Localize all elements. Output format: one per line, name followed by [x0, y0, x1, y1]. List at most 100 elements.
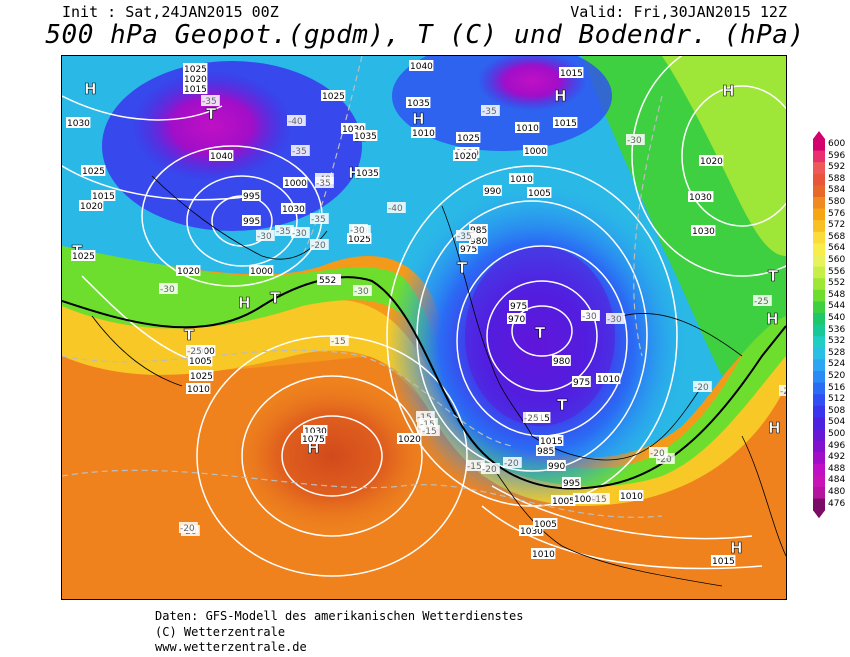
- scale-label: 596: [828, 150, 846, 161]
- pressure-label-bg: [341, 123, 366, 134]
- pressure-label: 995: [563, 479, 580, 489]
- pressure-label: 1020: [454, 152, 477, 162]
- pressure-label: 985: [537, 447, 554, 457]
- temperature-label-bg: [581, 310, 600, 321]
- pressure-label: 975: [510, 302, 527, 312]
- temperature-label: -35: [292, 147, 307, 157]
- scale-label: 508: [828, 405, 846, 416]
- pressure-label: 1010: [597, 375, 620, 385]
- scale-swatch: [813, 289, 825, 302]
- scale-swatch: [813, 359, 825, 372]
- scale-label: 548: [828, 289, 846, 300]
- temperature-label-bg: [315, 177, 334, 188]
- temperature-label-bg: [330, 335, 349, 346]
- high-marker: H: [768, 419, 781, 437]
- pressure-label-bg: [321, 90, 346, 101]
- pressure-label: 1015: [540, 437, 563, 447]
- pressure-label-bg: [281, 203, 306, 214]
- pressure-label: 1035: [356, 169, 379, 179]
- pressure-label-bg: [551, 495, 576, 506]
- pressure-label: 1030: [304, 427, 327, 437]
- azores-high-core: [222, 371, 442, 541]
- pressure-label-bg: [699, 155, 724, 166]
- pressure-label-bg: [523, 145, 548, 156]
- scale-swatch: [813, 231, 825, 244]
- valid-time: Valid: Fri,30JAN2015 12Z: [570, 3, 787, 21]
- pressure-label: 1020: [700, 157, 723, 167]
- temperature-label: -30: [354, 287, 369, 297]
- temperature-label-bg: [353, 285, 372, 296]
- pressure-label: 1025: [184, 65, 207, 75]
- scale-swatch: [813, 243, 825, 256]
- scale-label: 496: [828, 440, 846, 451]
- pressure-label-bg: [469, 224, 488, 235]
- scale-swatch: [813, 278, 825, 291]
- pressure-label: 1015: [184, 85, 207, 95]
- temperature-label: -35: [202, 97, 217, 107]
- pressure-label-bg: [507, 313, 526, 324]
- temperature-label-bg: [349, 224, 368, 235]
- pressure-label: 1040: [410, 62, 433, 72]
- north-east-green: [662, 56, 786, 256]
- scale-label: 540: [828, 313, 846, 323]
- pressure-label-bg: [483, 185, 502, 196]
- pressure-label: 1030: [282, 205, 305, 215]
- pressure-label-bg: [66, 117, 91, 128]
- scale-label: 532: [828, 336, 846, 347]
- scale-label: 512: [828, 394, 846, 405]
- temperature-label-bg: [287, 115, 306, 126]
- scale-swatch: [813, 173, 825, 186]
- pressure-label: 980: [470, 237, 487, 247]
- pressure-label-bg: [559, 67, 584, 78]
- temperature-label: -25: [187, 347, 202, 357]
- temperature-label-bg: [523, 412, 542, 423]
- pressure-label-bg: [411, 127, 436, 138]
- temperature-label-bg: [626, 134, 645, 145]
- pressure-label-bg: [81, 165, 106, 176]
- temperature-label: -35: [316, 179, 331, 189]
- temperature-label: -25: [524, 414, 539, 424]
- temperature-label-bg: [503, 457, 522, 468]
- geopotential-552-contour: [62, 276, 786, 490]
- color-scale-legend: 600 596 592 588 584 580 576 572 568 564 560 556 552 5…: [813, 131, 850, 526]
- pressure-label-bg: [573, 493, 598, 504]
- scale-swatch: [813, 336, 825, 349]
- pressure-label-bg: [519, 525, 544, 536]
- scale-swatch: [813, 417, 825, 430]
- temperature-label-bg: [481, 105, 500, 116]
- scale-swatch: [813, 394, 825, 407]
- scale-label: 536: [828, 324, 846, 335]
- high-marker: H: [238, 294, 251, 312]
- temperature-label-bg: [310, 213, 329, 224]
- temperature-label-bg: [310, 239, 329, 250]
- green-band: [62, 236, 786, 487]
- pressure-label-bg: [552, 355, 571, 366]
- temperature-label-bg: [291, 145, 310, 156]
- footer-website-link[interactable]: www.wetterzentrale.de: [155, 640, 307, 654]
- scale-swatch: [813, 405, 825, 418]
- scale-swatch: [813, 429, 825, 442]
- scale-label: 524: [828, 359, 846, 370]
- temperature-label: -25: [754, 297, 769, 307]
- temperature-label-bg: [159, 283, 178, 294]
- footer-copyright: (C) Wetterzentrale: [155, 625, 286, 639]
- pressure-label: 1010: [516, 124, 539, 134]
- scale-label: 484: [828, 475, 846, 486]
- pressure-label: 1020: [80, 202, 103, 212]
- scale-swatch: [813, 452, 825, 465]
- scale-swatch: [813, 487, 825, 500]
- temperature-label: -30: [292, 229, 307, 239]
- temperature-label: -35: [276, 227, 291, 237]
- high-marker: H: [84, 80, 97, 98]
- pressure-label: 1025: [322, 92, 345, 102]
- pressure-label: 990: [548, 462, 565, 472]
- pressure-label-bg: [242, 215, 261, 226]
- temperature-label: -35: [311, 215, 326, 225]
- pressure-label-bg: [562, 477, 581, 488]
- temperature-label-bg: [387, 202, 406, 213]
- pressure-label-bg: [186, 383, 211, 394]
- pressure-label-bg: [509, 173, 534, 184]
- pressure-label-bg: [353, 130, 378, 141]
- scale-swatch: [813, 197, 825, 210]
- pressure-label: 1000: [574, 495, 597, 505]
